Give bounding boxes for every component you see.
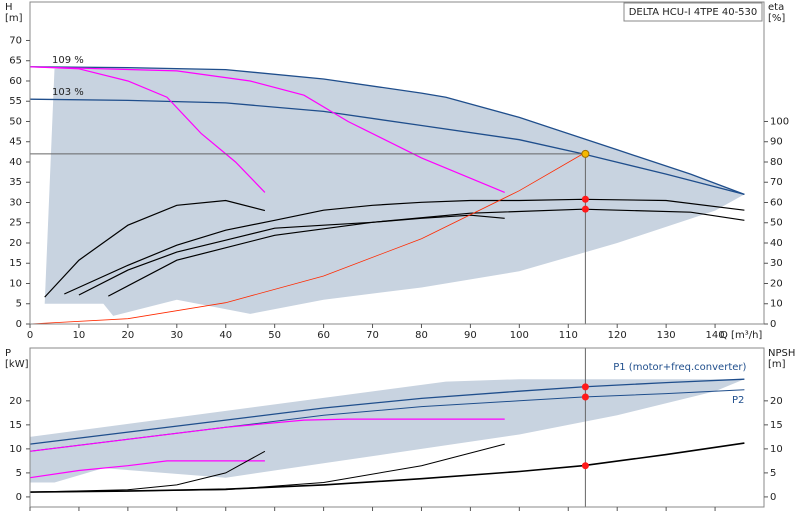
x-tick-label: 110 <box>559 330 578 341</box>
y-tick-label: 5 <box>16 468 22 479</box>
curve <box>44 199 266 298</box>
curve <box>29 460 265 479</box>
y-axis-title: H <box>5 2 13 13</box>
x-tick-label: 100 <box>510 330 529 341</box>
y2-axis-unit: [%] <box>768 13 785 24</box>
series-label: 109 % <box>52 55 84 66</box>
x-tick-label: 60 <box>317 330 330 341</box>
chart-title: DELTA HCU-I 4TPE 40-530 <box>629 7 758 18</box>
y-tick-label: 15 <box>9 258 22 269</box>
y-tick-label: 65 <box>9 56 22 67</box>
y2-tick-label: 50 <box>770 218 783 229</box>
x-tick-label: 90 <box>464 330 477 341</box>
x-axis-title: Q [m³/h] <box>720 330 762 341</box>
x-tick-label: 120 <box>608 330 627 341</box>
y-tick-label: 70 <box>9 35 22 46</box>
y2-tick-label: 0 <box>770 319 776 330</box>
y2-axis-title: eta <box>768 2 784 13</box>
curve <box>29 450 266 493</box>
y2-tick-label: 10 <box>770 299 783 310</box>
y-axis-unit: [m] <box>5 13 23 24</box>
y-tick-label: 20 <box>9 396 22 407</box>
y2-tick-label: 15 <box>770 420 783 431</box>
y2-axis-unit: [m] <box>768 359 786 370</box>
curve <box>29 98 745 196</box>
y2-tick-label: 100 <box>770 116 789 127</box>
y-axis-unit: [kW] <box>5 359 29 370</box>
curve <box>29 66 266 193</box>
y2-tick-label: 20 <box>770 278 783 289</box>
marker <box>581 195 589 203</box>
shaded-area <box>44 67 745 316</box>
curve <box>29 66 745 196</box>
y2-tick-label: 20 <box>770 396 783 407</box>
marker <box>581 149 590 158</box>
series-label: P1 (motor+freq.converter) <box>613 362 746 373</box>
title-box <box>623 2 763 22</box>
y-tick-label: 20 <box>9 238 22 249</box>
y2-tick-label: 90 <box>770 137 783 148</box>
y2-tick-label: 70 <box>770 177 783 188</box>
y-tick-label: 25 <box>9 218 22 229</box>
x-tick-label: 0 <box>27 330 33 341</box>
y-tick-label: 10 <box>9 444 22 455</box>
y2-tick-label: 30 <box>770 258 783 269</box>
y2-tick-label: 60 <box>770 197 783 208</box>
plot-frame <box>29 347 765 508</box>
y-tick-label: 35 <box>9 177 22 188</box>
y2-tick-label: 0 <box>770 492 776 503</box>
curve <box>29 66 505 193</box>
series-label: P2 <box>732 395 744 406</box>
marker <box>581 205 589 213</box>
y2-axis-title: NPSH <box>768 348 795 359</box>
plot-panel: 109 %103 %0 10 20 30 40 50 60 70 80 90 100 110 120 13… <box>5 1 789 341</box>
y-axis-title: P <box>5 348 11 359</box>
y-tick-label: 45 <box>9 137 22 148</box>
curve <box>29 418 505 452</box>
shaded-area <box>30 379 745 483</box>
x-tick-label: 70 <box>366 330 379 341</box>
y2-tick-label: 5 <box>770 468 776 479</box>
y-tick-label: 15 <box>9 420 22 431</box>
x-tick-label: 80 <box>415 330 428 341</box>
y2-tick-label: 80 <box>770 157 783 168</box>
x-tick-label: 20 <box>121 330 134 341</box>
y-tick-label: 40 <box>9 157 22 168</box>
x-tick-label: 30 <box>170 330 183 341</box>
x-tick-label: 10 <box>73 330 86 341</box>
y2-tick-label: 40 <box>770 238 783 249</box>
curve <box>29 442 745 493</box>
y-tick-label: 60 <box>9 76 22 87</box>
x-tick-label: 130 <box>657 330 676 341</box>
series-label: 103 % <box>52 87 84 98</box>
x-tick-label: 50 <box>268 330 281 341</box>
y-tick-label: 30 <box>9 197 22 208</box>
marker <box>581 462 589 470</box>
curve <box>29 378 745 445</box>
marker <box>581 393 589 401</box>
y-tick-label: 55 <box>9 96 22 107</box>
curve <box>29 153 584 325</box>
curve <box>78 214 505 296</box>
y-tick-label: 50 <box>9 116 22 127</box>
y-tick-label: 10 <box>9 278 22 289</box>
y-tick-label: 0 <box>16 492 22 503</box>
plot-frame <box>29 1 765 325</box>
marker <box>581 383 589 391</box>
y-tick-label: 5 <box>16 299 22 310</box>
x-tick-label: 140 <box>706 330 725 341</box>
y2-tick-label: 10 <box>770 444 783 455</box>
x-tick-label: 40 <box>219 330 232 341</box>
y-tick-label: 0 <box>16 319 22 330</box>
plot-panel: P1 (motor+freq.converter)P20510152005101… <box>5 347 795 511</box>
